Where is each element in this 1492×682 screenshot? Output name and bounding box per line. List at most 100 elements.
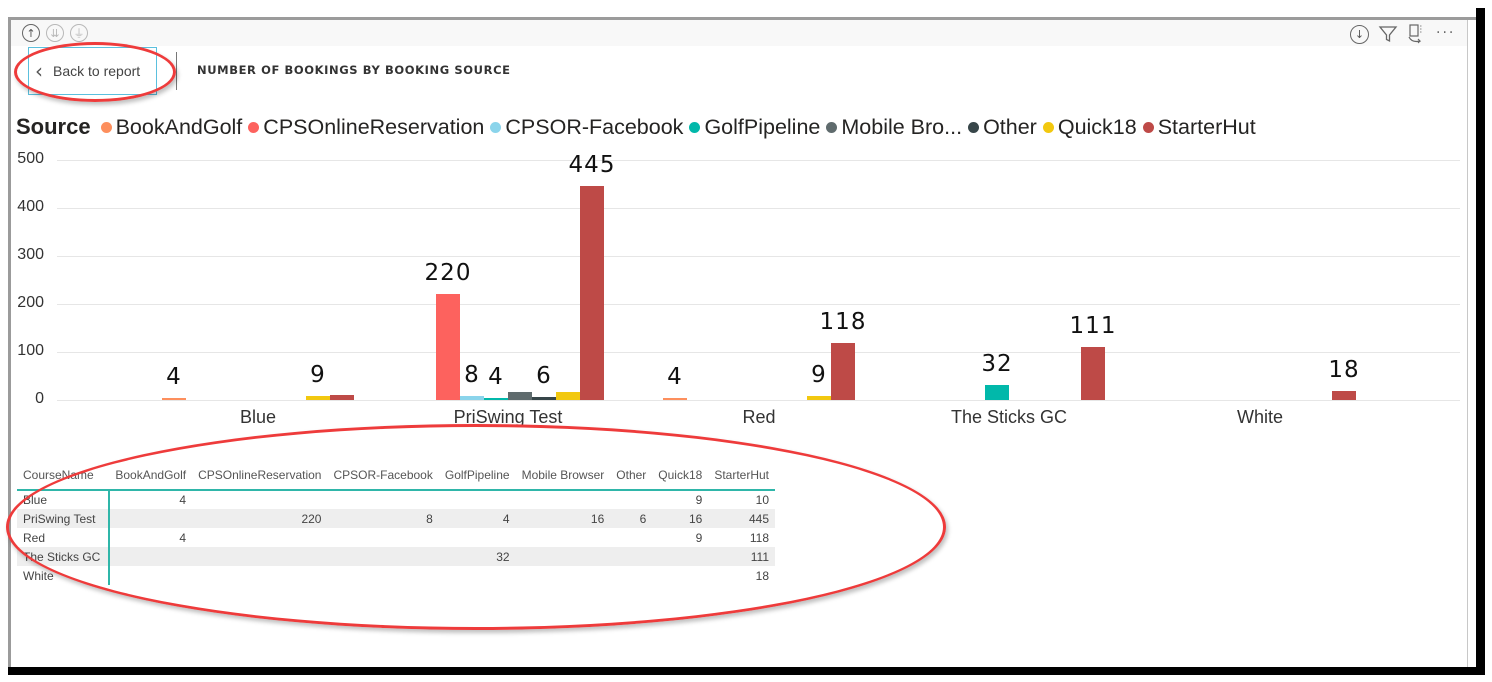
more-options-icon[interactable]: ··· <box>1436 25 1456 41</box>
legend-item-quick18[interactable]: Quick18 <box>1042 114 1137 140</box>
data-label: 220 <box>424 260 472 287</box>
data-label: 9 <box>811 361 827 388</box>
data-label: 111 <box>1069 312 1117 339</box>
legend-dot-icon <box>490 121 502 133</box>
column-header[interactable]: Mobile Browser <box>515 462 611 491</box>
legend-label: BookAndGolf <box>115 114 243 139</box>
table-cell <box>439 528 516 547</box>
table-cell: 32 <box>438 547 516 566</box>
column-header[interactable]: StarterHut <box>708 462 776 491</box>
table-cell: 445 <box>708 509 776 528</box>
expand-hierarchy-icon[interactable]: ⏚ <box>70 24 88 42</box>
table-cell <box>327 528 438 547</box>
legend-item-bookandgolf[interactable]: BookAndGolf <box>100 114 243 140</box>
legend-item-cpsonlinereservation[interactable]: CPSOnlineReservation <box>248 115 484 140</box>
clustered-column-chart: 0 100 200 300 400 500 Blue PriSwing Test Red The … <box>17 150 1460 427</box>
legend-dot-icon <box>248 121 260 133</box>
data-label: 32 <box>981 350 1013 377</box>
x-axis-label: Red <box>742 407 776 427</box>
legend-dot-icon <box>100 121 112 133</box>
row-header-cell: Blue <box>17 490 111 509</box>
y-axis-tick: 100 <box>17 342 44 359</box>
column-header[interactable]: Quick18 <box>652 462 709 491</box>
bar-red-starterhut[interactable] <box>831 343 855 400</box>
bar-blue-starterhut[interactable] <box>330 395 354 400</box>
column-header[interactable]: CPSOnlineReservation <box>192 462 328 491</box>
legend-label: Mobile Bro... <box>841 114 963 139</box>
table-row[interactable]: PriSwing Test 220 8 4 16 6 16 445 <box>17 509 776 528</box>
bar-white-starterhut[interactable] <box>1332 391 1356 400</box>
table-cell <box>610 490 652 509</box>
data-label: 18 <box>1328 357 1360 384</box>
drill-mode-icon[interactable]: ↓ <box>1350 25 1369 44</box>
row-header-cell: The Sticks GC <box>17 547 111 566</box>
title-divider <box>176 52 177 90</box>
legend-label: CPSOR-Facebook <box>505 114 684 139</box>
data-label: 6 <box>536 363 552 390</box>
legend-item-golfpipeline[interactable]: GolfPipeline <box>689 115 820 140</box>
table-cell <box>516 566 611 585</box>
table-header-row: CourseName BookAndGolf CPSOnlineReservatio… <box>17 462 776 491</box>
y-axis-tick: 0 <box>35 390 44 407</box>
bar-priswing-test-cpsonlinereservation[interactable] <box>436 294 460 400</box>
gridline <box>57 208 1460 209</box>
column-header[interactable]: BookAndGolf <box>109 462 193 491</box>
bar-priswing-test-golfpipeline[interactable] <box>484 398 508 400</box>
drill-up-icon[interactable]: ↑ <box>22 24 40 42</box>
back-to-report-button[interactable]: ‹ Back to report <box>28 47 157 95</box>
gridline <box>57 160 1460 161</box>
y-axis-tick: 200 <box>17 294 44 311</box>
focus-mode-icon[interactable] <box>1406 23 1428 49</box>
bar-priswing-test-mobile-browser[interactable] <box>508 392 532 400</box>
pane-divider <box>1467 20 1468 667</box>
legend-label: Quick18 <box>1057 114 1137 139</box>
legend-dot-icon <box>968 121 980 133</box>
table-cell <box>192 528 327 547</box>
column-header[interactable]: CPSOR-Facebook <box>327 462 439 491</box>
bar-the-sticks-gc-starterhut[interactable] <box>1081 346 1105 400</box>
data-label: 8 <box>464 362 480 389</box>
bar-blue-quick18[interactable] <box>306 395 330 400</box>
gridline <box>57 304 1460 305</box>
legend-item-other[interactable]: Other <box>968 115 1037 140</box>
column-header[interactable]: CourseName <box>17 462 110 491</box>
table-cell <box>327 566 438 585</box>
table-cell <box>515 547 611 566</box>
filter-icon[interactable] <box>1378 24 1398 48</box>
column-header[interactable]: Other <box>610 462 653 491</box>
table-cell <box>516 528 611 547</box>
data-label: 445 <box>568 152 616 179</box>
y-axis-tick: 500 <box>17 150 44 167</box>
table-cell: 4 <box>438 509 516 528</box>
drill-down-icon[interactable]: ⇊ <box>46 24 64 42</box>
row-header-cell: PriSwing Test <box>17 509 111 528</box>
bar-priswing-test-other[interactable] <box>532 397 556 400</box>
column-header[interactable]: GolfPipeline <box>438 462 516 491</box>
bar-priswing-test-cpsor-facebook[interactable] <box>460 396 484 400</box>
table-row[interactable]: The Sticks GC 32 111 <box>17 547 776 566</box>
legend-dot-icon <box>689 121 701 133</box>
bar-blue-bookandgolf[interactable] <box>162 398 186 400</box>
bar-priswing-test-quick18[interactable] <box>556 392 580 400</box>
legend-item-mobile-browser[interactable]: Mobile Bro... <box>826 115 962 140</box>
bar-priswing-test-starterhut[interactable] <box>580 186 604 400</box>
table-cell: 111 <box>708 547 776 566</box>
table-row[interactable]: Blue 4 9 10 <box>17 490 775 509</box>
y-axis-tick: 400 <box>17 198 44 215</box>
legend-item-starterhut[interactable]: StarterHut <box>1142 115 1256 140</box>
table-row[interactable]: Red 4 9 118 <box>17 528 775 547</box>
legend-item-cpsor-facebook[interactable]: CPSOR-Facebook <box>490 115 683 140</box>
window-shadow <box>8 667 1485 675</box>
table-cell <box>610 566 652 585</box>
visual-header-bar <box>11 20 1467 46</box>
y-axis-tick: 300 <box>17 246 44 263</box>
table-cell <box>610 528 652 547</box>
bar-red-bookandgolf[interactable] <box>663 398 687 400</box>
bar-the-sticks-gc-golfpipeline[interactable] <box>985 384 1009 400</box>
table-cell <box>192 547 328 566</box>
bar-red-quick18[interactable] <box>807 395 831 400</box>
data-label: 118 <box>819 309 867 336</box>
data-label: 4 <box>667 364 683 391</box>
row-header-cell: Red <box>17 528 111 547</box>
table-row[interactable]: White 18 <box>17 566 775 585</box>
